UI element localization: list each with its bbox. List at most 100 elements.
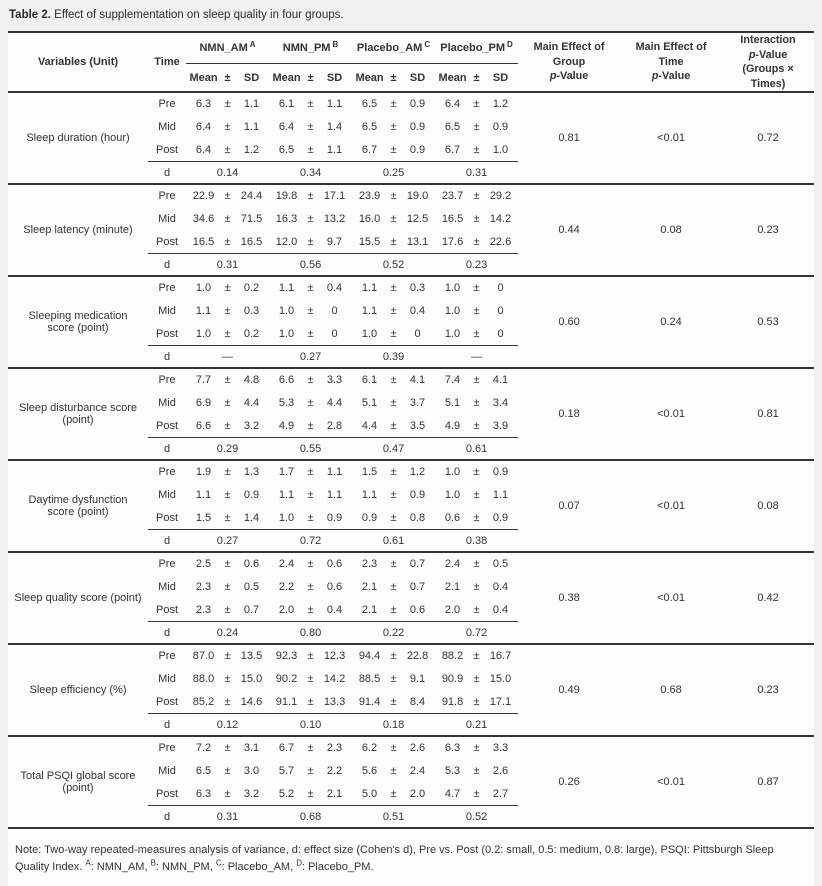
variable-section: Sleep efficiency (%) Pre 87.0 ±13.5 92.3 ±12.…: [8, 643, 815, 737]
p-value-interaction: 0.23: [722, 183, 815, 277]
plus-minus: ±: [224, 672, 231, 685]
header-row-groups: Variables (Unit) Time NMN_AM A NMN_PM B Pl…: [8, 32, 815, 94]
mean-value: 90.9: [441, 672, 464, 685]
p-value-time: 0.68: [620, 643, 723, 737]
mean-value: 91.8: [441, 695, 464, 708]
plus-minus: ±: [224, 143, 231, 156]
sd-value: 1.0: [492, 143, 509, 156]
plus-minus: ±: [387, 459, 401, 484]
data-row: Post 6.3 ±3.2 5.2 ±2.1 5.0 ±2.0 4.7 ±2.7: [8, 782, 814, 805]
group-name: Placebo_PM: [440, 42, 506, 55]
mean-value: 2.3: [195, 603, 212, 616]
plus-minus: ±: [307, 212, 314, 225]
sd-value: 2.8: [326, 419, 343, 432]
p-value-group: 0.38: [518, 551, 621, 645]
sd-value: 16.5: [240, 235, 263, 248]
data-row: Sleep latency (minute) Pre 22.9 ±24.4 19.8 ±1…: [8, 183, 815, 277]
p-value-interaction: 0.08: [722, 459, 815, 553]
mean-value: 5.1: [444, 396, 461, 409]
p-value-group: 0.60: [518, 275, 621, 369]
mean-value: 6.7: [444, 143, 461, 156]
plus-minus: ±: [387, 551, 401, 576]
sd-value: 0.9: [409, 120, 426, 133]
sd-value: 0.4: [409, 304, 426, 317]
effect-size-label: d: [148, 528, 186, 553]
effect-size-value: 0.25: [352, 160, 436, 185]
sd-value: 3.2: [243, 787, 260, 800]
mean-value: 1.0: [278, 327, 295, 340]
sd-value: 1.3: [234, 459, 270, 484]
group-superscript: D: [507, 39, 513, 49]
mean-value: 2.3: [352, 551, 388, 576]
mean-value: 4.7: [444, 787, 461, 800]
variable-name: Sleeping medication score (point): [8, 275, 148, 369]
sd-value: 0.9: [492, 511, 509, 524]
sd-value: 4.4: [243, 396, 260, 409]
effect-size-row: d 0.24 0.80 0.22 0.72: [8, 620, 814, 645]
time-label: Mid: [158, 304, 176, 317]
data-row: Post 6.6 ±3.2 4.9 ±2.8 4.4 ±3.5 4.9 ±3.9: [8, 414, 814, 437]
sd-value: 1.1: [317, 459, 353, 484]
data-row: Mid 1.1 ±0.3 1.0 ±0 1.1 ±0.4 1.0 ±0: [8, 299, 814, 322]
sd-value: 0.7: [243, 603, 260, 616]
plus-minus: ±: [221, 643, 234, 668]
group-name: NMN_PM: [282, 42, 331, 55]
sd-value: 3.3: [317, 367, 353, 392]
effect-size-label: d: [148, 620, 186, 645]
effect-size-value: —: [186, 344, 270, 369]
plus-minus: ±: [304, 551, 318, 576]
plus-minus: ±: [224, 511, 231, 524]
col-header-sd: SD: [483, 63, 519, 94]
col-header-p-group: Main Effect of Group p-Value: [518, 32, 621, 94]
plus-minus: ±: [473, 419, 480, 432]
data-row: Mid 2.3 ±0.5 2.2 ±0.6 2.1 ±0.7 2.1 ±0.4: [8, 575, 814, 598]
variable-name: Sleep latency (minute): [8, 183, 148, 277]
p-value-time: <0.01: [620, 735, 723, 829]
time-label: Mid: [158, 672, 176, 685]
effect-size-value: 0.18: [352, 712, 436, 737]
header-row-stats: Mean ± SD Mean ± SD Mean ± SD Mean ± SD: [8, 63, 814, 94]
p-value-interaction: 0.87: [722, 735, 815, 829]
time-label: Mid: [158, 396, 176, 409]
mean-value: 2.1: [361, 580, 378, 593]
p-header-pvalue: p-Value: [622, 69, 720, 84]
mean-value: 22.9: [186, 183, 221, 208]
mean-value: 2.4: [269, 551, 305, 576]
plus-minus: ±: [224, 235, 231, 248]
mean-value: 6.5: [444, 120, 461, 133]
sd-value: 1.2: [243, 143, 260, 156]
plus-minus: ±: [473, 212, 480, 225]
p-value-group: 0.26: [518, 735, 621, 829]
plus-minus: ±: [473, 764, 480, 777]
sd-value: 1.1: [243, 120, 260, 133]
sd-value: 13.1: [406, 235, 429, 248]
effect-size-value: 0.31: [186, 252, 270, 277]
data-row: Total PSQI global score (point) Pre 7.2 ±3.…: [8, 735, 815, 829]
mean-value: 1.0: [435, 459, 471, 484]
mean-value: 2.0: [278, 603, 295, 616]
mean-value: 91.4: [358, 695, 381, 708]
mean-value: 7.2: [186, 735, 221, 760]
sd-value: 14.6: [240, 695, 263, 708]
plus-minus: ±: [221, 367, 234, 392]
plus-minus: ±: [224, 396, 231, 409]
data-row: Mid 34.6 ±71.5 16.3 ±13.2 16.0 ±12.5 16.5 ±14.2: [8, 207, 814, 230]
mean-value: 1.0: [278, 511, 295, 524]
effect-size-value: 0.22: [352, 620, 436, 645]
sd-value: 1.2: [483, 91, 519, 116]
plus-minus: ±: [307, 235, 314, 248]
col-header-p-time: Main Effect of Time p-Value: [620, 32, 723, 94]
p-header-title: Main Effect of Group: [533, 41, 605, 68]
mean-value: 6.3: [186, 91, 221, 116]
note-definition-label: : Placebo_PM.: [301, 861, 374, 874]
data-row: Daytime dysfunction score (point) Pre 1.9 ±…: [8, 459, 815, 553]
plus-minus: ±: [470, 367, 484, 392]
plus-minus: ±: [390, 764, 397, 777]
mean-value: 1.0: [444, 327, 461, 340]
plus-minus: ±: [307, 304, 314, 317]
plus-minus: ±: [390, 787, 397, 800]
plus-minus: ±: [390, 603, 397, 616]
effect-size-value: 0.27: [186, 528, 270, 553]
group-name: NMN_AM: [199, 42, 248, 55]
sd-value: 22.8: [400, 643, 436, 668]
